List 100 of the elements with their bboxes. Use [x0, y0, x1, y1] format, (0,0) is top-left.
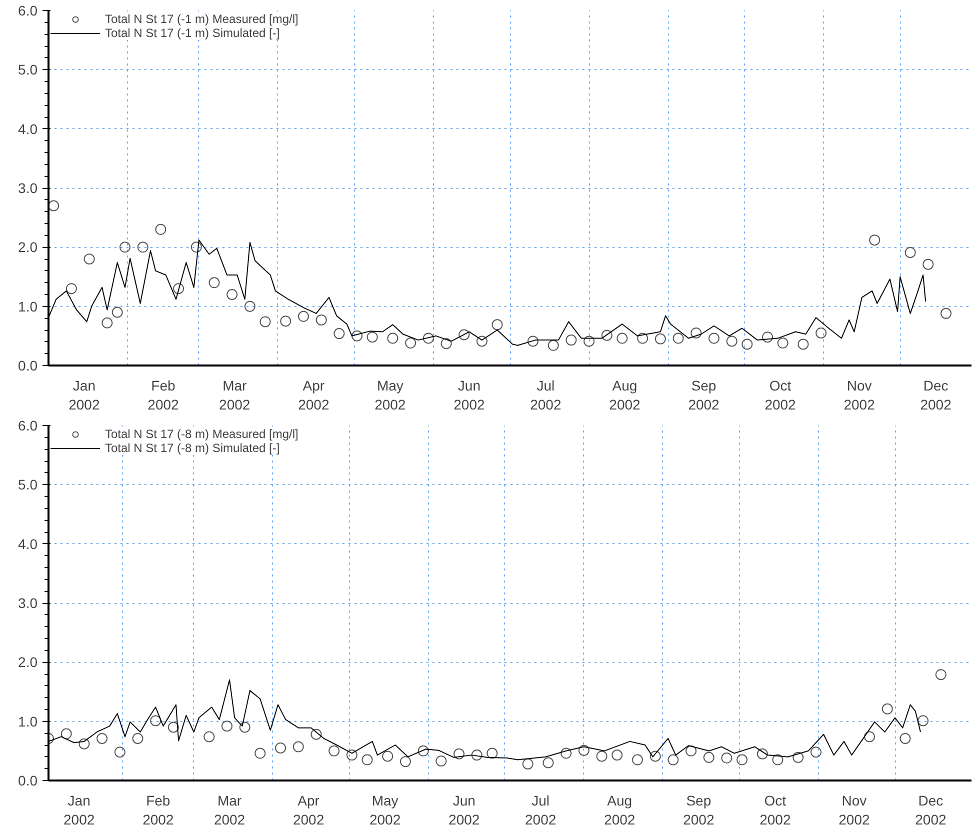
y-tick-label: 1.0: [18, 713, 38, 730]
x-tick-label: Jan 2002: [64, 792, 95, 828]
x-tick-label: Jul 2002: [530, 378, 562, 413]
x-tick-label: Mar 2002: [214, 792, 246, 828]
point: [940, 308, 952, 319]
point: [672, 332, 684, 344]
point: [492, 319, 503, 330]
x-tick-label: Apr 2002: [298, 378, 330, 413]
x-tick-label: Dec 2002: [920, 378, 952, 413]
point: [904, 247, 916, 258]
point: [527, 336, 538, 347]
legend-label: Total N St 17 (-8 m) Measured [mg/l]: [105, 427, 298, 441]
point: [458, 329, 470, 340]
point: [440, 338, 452, 350]
point: [616, 332, 628, 344]
point: [654, 333, 666, 344]
point: [400, 756, 411, 768]
point: [84, 254, 95, 264]
point: [690, 327, 702, 338]
point: [254, 748, 266, 759]
point: [60, 728, 72, 740]
x-tick-label: Sep 2002: [688, 378, 720, 413]
point: [173, 283, 184, 294]
point: [239, 722, 250, 733]
legend-label: Total N St 17 (-8 m) Simulated [-]: [105, 441, 280, 455]
point: [226, 289, 238, 300]
point: [882, 703, 893, 714]
point: [742, 338, 753, 350]
point: [418, 745, 429, 756]
point: [522, 758, 534, 770]
point: [208, 277, 220, 288]
point: [362, 754, 373, 766]
x-tick-label: Mar 2002: [219, 378, 250, 413]
point: [918, 715, 929, 726]
x-tick-label: Feb 2002: [148, 378, 180, 413]
y-tick-label: 2.0: [18, 654, 38, 670]
point: [155, 224, 166, 235]
point: [78, 738, 90, 750]
x-tick-label: Dec 2002: [915, 792, 946, 828]
y-tick-label: 1.0: [18, 298, 38, 314]
point: [119, 242, 130, 253]
point: [96, 733, 108, 744]
point: [382, 750, 394, 762]
point: [922, 258, 934, 270]
point: [777, 338, 788, 349]
point: [816, 327, 827, 338]
legend-label: Total N St 17 (-1 m) Measured [mg/l]: [105, 12, 298, 26]
point: [632, 754, 643, 766]
point: [316, 314, 327, 326]
y-tick-label: 2.0: [18, 239, 38, 256]
point: [328, 745, 340, 756]
point: [260, 316, 271, 328]
x-tick-label: Jan 2002: [68, 378, 100, 413]
point: [792, 752, 804, 763]
point: [596, 750, 608, 762]
point: [864, 731, 876, 742]
point: [601, 330, 612, 341]
x-tick-label: Nov 2002: [844, 378, 876, 413]
x-tick-label: Nov 2002: [838, 792, 870, 828]
x-tick-label: Jun 2002: [448, 792, 480, 828]
point: [150, 715, 162, 726]
point: [935, 669, 946, 680]
point: [221, 720, 232, 732]
point: [346, 750, 358, 761]
y-tick-label: 3.0: [18, 595, 38, 611]
point: [668, 754, 679, 766]
point: [486, 748, 498, 759]
point: [566, 334, 577, 346]
point: [48, 200, 60, 212]
point: [422, 332, 434, 344]
point: [168, 722, 179, 733]
point: [352, 330, 363, 342]
x-tick-label: May 2002: [374, 378, 406, 413]
y-tick-label: 0.0: [18, 358, 38, 374]
y-tick-label: 3.0: [18, 180, 38, 196]
point: [721, 752, 732, 764]
point: [334, 328, 345, 340]
point: [810, 746, 822, 758]
point: [578, 744, 590, 756]
point: [436, 755, 447, 766]
y-tick-label: 6.0: [18, 418, 38, 434]
point: [190, 242, 202, 253]
point: [900, 733, 911, 744]
point: [708, 332, 720, 344]
point: [548, 340, 559, 351]
y-tick-label: 6.0: [18, 2, 38, 18]
point: [772, 754, 784, 766]
point: [204, 731, 215, 742]
x-tick-label: Aug 2002: [604, 792, 636, 828]
point: [244, 300, 256, 312]
point: [114, 746, 126, 758]
point: [454, 748, 465, 760]
x-tick-label: Apr 2002: [293, 792, 324, 828]
y-tick-label: 4.0: [18, 536, 38, 552]
x-tick-label: Jun 2002: [454, 378, 485, 413]
y-tick-label: 5.0: [18, 62, 38, 78]
y-tick-label: 0.0: [18, 772, 38, 788]
point: [102, 317, 113, 328]
point: [471, 750, 482, 761]
point: [637, 332, 648, 344]
